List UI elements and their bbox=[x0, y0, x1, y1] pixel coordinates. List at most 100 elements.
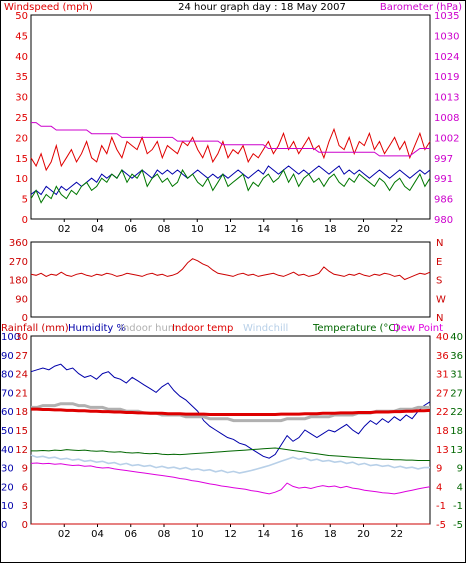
rain-y-tick-12: 12 bbox=[15, 445, 28, 456]
dir-compass-tick-0: N bbox=[436, 313, 443, 324]
wind-y-tick-15: 15 bbox=[15, 154, 28, 165]
temp-y-tick-inner-10: 40 bbox=[436, 332, 449, 343]
wind-x-tick-16: 16 bbox=[291, 224, 304, 235]
temp-y-tick-inner-5: 18 bbox=[436, 426, 449, 437]
temp-x-tick-02: 02 bbox=[58, 529, 71, 540]
baro-y-tick-986: 986 bbox=[434, 195, 453, 206]
wind-y-tick-40: 40 bbox=[15, 52, 28, 63]
rain-y-tick-30: 30 bbox=[15, 332, 28, 343]
temp-y-tick-inner-4: 13 bbox=[436, 445, 449, 456]
dir-y-tick-270: 270 bbox=[9, 257, 28, 268]
wind-y-tick-10: 10 bbox=[15, 174, 28, 185]
baro-y-tick-1013: 1013 bbox=[434, 93, 459, 104]
legend-rainfall: Rainfall (mm) bbox=[1, 323, 69, 334]
temp-x-tick-14: 14 bbox=[257, 529, 270, 540]
humidity-y-tick-20: 20 bbox=[1, 482, 14, 493]
series-temperature-c bbox=[31, 447, 430, 461]
legend-humidity: Humidity % bbox=[68, 323, 126, 334]
series-dew-point bbox=[30, 462, 431, 495]
wind-x-tick-12: 12 bbox=[224, 224, 237, 235]
dir-y-tick-0: 0 bbox=[22, 313, 28, 324]
temp-y-tick-outer-4: 13 bbox=[450, 445, 463, 456]
temp-y-tick-inner-7: 27 bbox=[436, 388, 449, 399]
baro-y-tick-980: 980 bbox=[434, 215, 453, 226]
legend-indoor-temp: Indoor temp bbox=[172, 323, 233, 334]
wind-y-tick-50: 50 bbox=[15, 11, 28, 22]
legend-temperature: Temperature (°C) bbox=[312, 323, 399, 334]
temp-x-tick-08: 08 bbox=[158, 529, 171, 540]
baro-y-tick-991: 991 bbox=[434, 174, 453, 185]
windspeed-axis-label: Windspeed (mph) bbox=[4, 2, 93, 13]
dir-y-tick-360: 360 bbox=[9, 238, 28, 249]
temp-x-tick-06: 06 bbox=[124, 529, 137, 540]
dir-compass-tick-1: W bbox=[436, 294, 446, 305]
temp-y-tick-outer-3: 9 bbox=[457, 464, 463, 475]
series-wind-lull bbox=[30, 168, 431, 204]
rain-y-tick-3: 3 bbox=[22, 501, 28, 512]
legend-windchill: Windchill bbox=[243, 323, 288, 334]
legend-indoor-hum: Indoor hum bbox=[120, 323, 178, 334]
baro-y-tick-1035: 1035 bbox=[434, 11, 459, 22]
series-wind-direction bbox=[30, 258, 431, 281]
direction-panel bbox=[30, 241, 431, 318]
baro-y-tick-1019: 1019 bbox=[434, 72, 459, 83]
humidity-y-tick-70: 70 bbox=[1, 388, 14, 399]
baro-y-tick-1030: 1030 bbox=[434, 31, 459, 42]
temp-x-tick-04: 04 bbox=[91, 529, 104, 540]
dir-y-tick-90: 90 bbox=[15, 294, 28, 305]
rain-y-tick-18: 18 bbox=[15, 407, 28, 418]
temp-x-tick-10: 10 bbox=[191, 529, 204, 540]
dir-y-tick-180: 180 bbox=[9, 276, 28, 287]
wind-x-tick-14: 14 bbox=[257, 224, 270, 235]
dir-compass-tick-4: N bbox=[436, 238, 443, 249]
temp-x-tick-22: 22 bbox=[390, 529, 403, 540]
dir-compass-tick-2: S bbox=[436, 276, 442, 287]
temp-y-tick-inner-6: 22 bbox=[436, 407, 449, 418]
temp-y-tick-outer-9: 36 bbox=[450, 351, 463, 362]
humidity-y-tick-0: 0 bbox=[1, 520, 7, 531]
humidity-y-tick-80: 80 bbox=[1, 370, 14, 381]
rain-y-tick-21: 21 bbox=[15, 388, 28, 399]
barometer-axis-label: Barometer (hPa) bbox=[380, 2, 462, 13]
chart-title: 24 hour graph day : 18 May 2007 bbox=[178, 2, 346, 13]
temp-x-tick-20: 20 bbox=[357, 529, 370, 540]
wind-y-tick-45: 45 bbox=[15, 31, 28, 42]
rain-y-tick-6: 6 bbox=[22, 482, 28, 493]
wind-x-tick-18: 18 bbox=[324, 224, 337, 235]
temp-y-tick-outer-1: -1 bbox=[453, 501, 463, 512]
humidity-y-tick-30: 30 bbox=[1, 464, 14, 475]
temp-y-tick-outer-8: 31 bbox=[450, 370, 463, 381]
wind-x-tick-02: 02 bbox=[58, 224, 71, 235]
wind-y-tick-0: 0 bbox=[22, 215, 28, 226]
wind-y-tick-35: 35 bbox=[15, 72, 28, 83]
wind-y-tick-30: 30 bbox=[15, 93, 28, 104]
temp-panel bbox=[30, 335, 431, 525]
dir-compass-tick-3: E bbox=[436, 257, 442, 268]
series-windspeed-mph bbox=[30, 127, 431, 172]
baro-y-tick-1002: 1002 bbox=[434, 133, 459, 144]
temp-y-tick-outer-2: 4 bbox=[457, 482, 463, 493]
rain-y-tick-27: 27 bbox=[15, 351, 28, 362]
temp-y-tick-outer-6: 22 bbox=[450, 407, 463, 418]
wind-y-tick-20: 20 bbox=[15, 133, 28, 144]
legend-dew-point: Dew Point bbox=[393, 323, 443, 334]
temp-y-tick-inner-9: 36 bbox=[436, 351, 449, 362]
humidity-y-tick-10: 10 bbox=[1, 501, 14, 512]
rain-y-tick-15: 15 bbox=[15, 426, 28, 437]
humidity-y-tick-90: 90 bbox=[1, 351, 14, 362]
humidity-y-tick-60: 60 bbox=[1, 407, 14, 418]
wind-y-tick-5: 5 bbox=[22, 195, 28, 206]
temp-x-tick-18: 18 bbox=[324, 529, 337, 540]
wind-x-tick-10: 10 bbox=[191, 224, 204, 235]
wind-x-tick-06: 06 bbox=[124, 224, 137, 235]
humidity-y-tick-50: 50 bbox=[1, 426, 14, 437]
series-barometer-hpa bbox=[31, 122, 430, 157]
temp-x-tick-16: 16 bbox=[291, 529, 304, 540]
series-humidity bbox=[30, 363, 431, 459]
temp-x-tick-12: 12 bbox=[224, 529, 237, 540]
temp-y-tick-inner-0: -5 bbox=[436, 520, 446, 531]
temp-y-tick-outer-10: 40 bbox=[450, 332, 463, 343]
temp-y-tick-inner-2: 4 bbox=[436, 482, 442, 493]
temp-y-tick-outer-5: 18 bbox=[450, 426, 463, 437]
temp-y-tick-outer-7: 27 bbox=[450, 388, 463, 399]
